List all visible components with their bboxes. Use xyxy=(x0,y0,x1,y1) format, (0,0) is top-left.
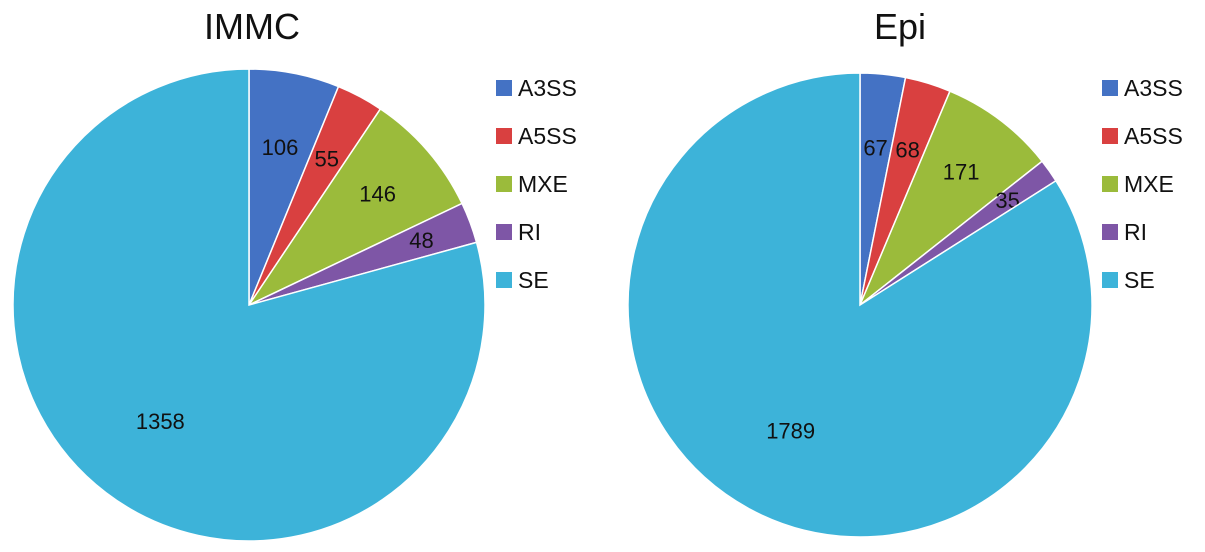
pie-slice-mxe xyxy=(246,107,464,307)
legend-item-a3ss: A3SS xyxy=(1102,64,1183,112)
chart-title: Epi xyxy=(873,6,927,47)
data-label-ri: 48 xyxy=(409,228,433,253)
legend-swatch xyxy=(1102,224,1118,240)
legend-item-mxe: MXE xyxy=(1102,160,1183,208)
data-label-mxe: 171 xyxy=(943,160,980,185)
chart-title: IMMC xyxy=(204,6,300,47)
legend-swatch xyxy=(496,80,512,96)
data-label-mxe: 146 xyxy=(359,181,396,206)
legend-swatch xyxy=(1102,80,1118,96)
pie-slice-se xyxy=(12,68,486,542)
legend-swatch xyxy=(496,176,512,192)
legend-swatch xyxy=(1102,272,1118,288)
legend-swatch xyxy=(496,128,512,144)
legend-swatch xyxy=(1102,128,1118,144)
data-label-a5ss: 55 xyxy=(314,147,338,172)
legend-swatch xyxy=(496,272,512,288)
pie-slice-se xyxy=(627,72,1093,538)
legend-item-ri: RI xyxy=(496,208,577,256)
legend-item-mxe: MXE xyxy=(496,160,577,208)
legend: A3SS A5SS MXE RI SE xyxy=(1102,64,1183,304)
legend-label: MXE xyxy=(1124,170,1174,197)
legend-swatch xyxy=(496,224,512,240)
legend-item-a5ss: A5SS xyxy=(1102,112,1183,160)
legend-item-se: SE xyxy=(496,256,577,304)
legend-label: SE xyxy=(518,266,549,293)
legend-label: A3SS xyxy=(1124,74,1183,101)
legend-label: A3SS xyxy=(518,74,577,101)
legend-swatch xyxy=(1102,176,1118,192)
legend-item-a3ss: A3SS xyxy=(496,64,577,112)
legend-item-se: SE xyxy=(1102,256,1183,304)
data-label-se: 1789 xyxy=(766,419,815,444)
pie-chart: 106 55 146 48 1358 xyxy=(12,68,486,542)
chart-epi: Epi 67 68 171 35 1789 A3SS A5SS MXE RI SE xyxy=(600,0,1205,552)
legend-item-ri: RI xyxy=(1102,208,1183,256)
legend: A3SS A5SS MXE RI SE xyxy=(496,64,577,304)
pie-slice-mxe xyxy=(859,90,1044,306)
legend-label: A5SS xyxy=(518,122,577,149)
legend-label: SE xyxy=(1124,266,1155,293)
legend-label: RI xyxy=(1124,218,1147,245)
legend-label: A5SS xyxy=(1124,122,1183,149)
legend-label: MXE xyxy=(518,170,568,197)
data-label-se: 1358 xyxy=(136,409,185,434)
legend-label: RI xyxy=(518,218,541,245)
legend-item-a5ss: A5SS xyxy=(496,112,577,160)
chart-immc: IMMC 106 55 146 48 1358 A3SS A5SS MXE RI SE xyxy=(0,0,600,552)
data-label-a5ss: 68 xyxy=(895,137,919,162)
data-label-a3ss: 67 xyxy=(863,136,887,161)
data-label-a3ss: 106 xyxy=(262,135,299,160)
